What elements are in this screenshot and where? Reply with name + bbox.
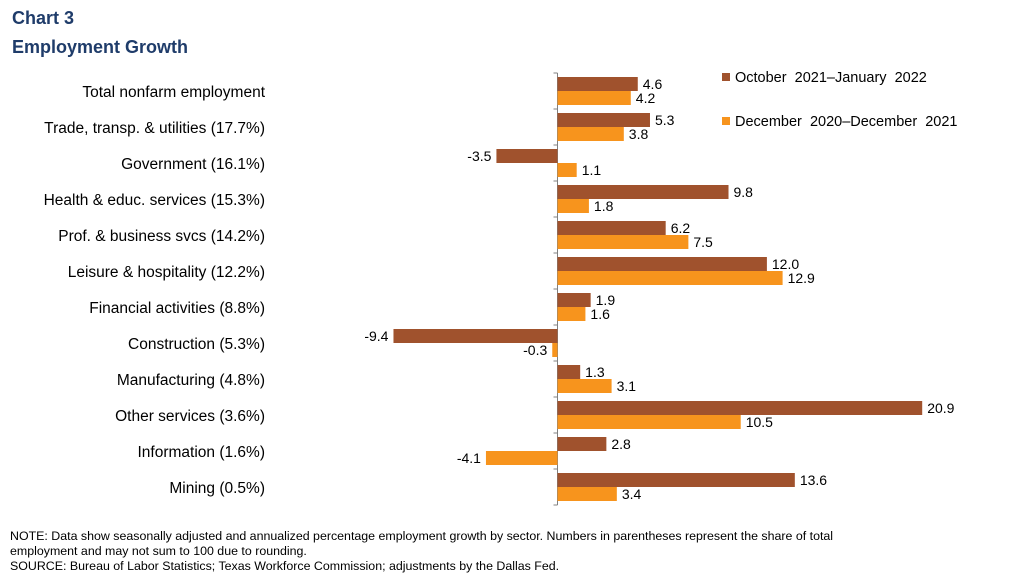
bar-series-2 bbox=[557, 307, 586, 321]
bar-series-2 bbox=[557, 271, 783, 285]
bar-series-1 bbox=[557, 365, 581, 379]
data-label-series-1: 12.0 bbox=[772, 256, 799, 272]
data-label-series-2: 3.4 bbox=[622, 486, 642, 502]
note-line-1: NOTE: Data show seasonally adjusted and … bbox=[10, 529, 834, 543]
data-label-series-2: 4.2 bbox=[636, 90, 656, 106]
data-label-series-1: 6.2 bbox=[671, 220, 691, 236]
bar-series-1 bbox=[393, 329, 558, 343]
bar-series-2 bbox=[557, 379, 612, 393]
category-label: Other services (3.6%) bbox=[115, 408, 265, 425]
bar-series-1 bbox=[557, 401, 923, 415]
data-label-series-2: 12.9 bbox=[788, 270, 815, 286]
category-label: Leisure & hospitality (12.2%) bbox=[68, 264, 265, 281]
data-label-series-1: 4.6 bbox=[643, 76, 663, 92]
bar-series-1 bbox=[557, 221, 666, 235]
data-label-series-1: 20.9 bbox=[927, 400, 954, 416]
data-label-series-2: 3.1 bbox=[617, 378, 637, 394]
bar-series-2 bbox=[557, 91, 631, 105]
data-label-series-2: 7.5 bbox=[693, 234, 713, 250]
data-label-series-1: 13.6 bbox=[800, 472, 827, 488]
bar-series-2 bbox=[557, 487, 617, 501]
category-label: Construction (5.3%) bbox=[128, 336, 265, 353]
bar-series-2 bbox=[557, 415, 741, 429]
source-line: SOURCE: Bureau of Labor Statistics; Texa… bbox=[10, 559, 560, 573]
bar-series-1 bbox=[557, 185, 729, 199]
legend-label-2: December 2020–December 2021 bbox=[735, 114, 957, 130]
category-label: Government (16.1%) bbox=[121, 156, 265, 173]
bar-series-2 bbox=[557, 127, 624, 141]
bar-series-2 bbox=[485, 451, 558, 465]
bar-series-2 bbox=[557, 199, 589, 213]
bar-series-2 bbox=[557, 235, 689, 249]
data-label-series-1: -3.5 bbox=[467, 148, 491, 164]
category-label: Mining (0.5%) bbox=[169, 480, 265, 497]
data-label-series-1: -9.4 bbox=[364, 328, 388, 344]
data-label-series-2: 3.8 bbox=[629, 126, 649, 142]
data-label-series-2: 1.1 bbox=[582, 162, 602, 178]
legend-swatch-1 bbox=[722, 73, 730, 81]
legend-swatch-2 bbox=[722, 117, 730, 125]
bar-series-1 bbox=[557, 77, 638, 91]
data-label-series-1: 5.3 bbox=[655, 112, 675, 128]
data-label-series-1: 2.8 bbox=[611, 436, 631, 452]
category-label: Trade, transp. & utilities (17.7%) bbox=[44, 120, 265, 137]
employment-growth-chart: Total nonfarm employment 4.64.2 Trade, tra… bbox=[44, 70, 957, 506]
category-label: Health & educ. services (15.3%) bbox=[44, 192, 265, 209]
bar-series-1 bbox=[557, 113, 650, 127]
bar-series-1 bbox=[557, 437, 607, 451]
chart-title: Chart 3 bbox=[12, 8, 75, 28]
data-label-series-2: 1.6 bbox=[590, 306, 610, 322]
bar-series-1 bbox=[496, 149, 558, 163]
data-label-series-2: 10.5 bbox=[746, 414, 773, 430]
category-label: Information (1.6%) bbox=[138, 444, 266, 461]
category-label: Manufacturing (4.8%) bbox=[117, 372, 265, 389]
data-label-series-1: 9.8 bbox=[734, 184, 754, 200]
data-label-series-1: 1.9 bbox=[596, 292, 616, 308]
bar-series-1 bbox=[557, 293, 591, 307]
bar-series-2 bbox=[552, 343, 558, 357]
chart-notes: NOTE: Data show seasonally adjusted and … bbox=[10, 529, 1015, 574]
data-label-series-2: 1.8 bbox=[594, 198, 614, 214]
data-label-series-1: 1.3 bbox=[585, 364, 605, 380]
category-label: Prof. & business svcs (14.2%) bbox=[58, 228, 265, 245]
category-label: Total nonfarm employment bbox=[82, 84, 265, 101]
note-line-2: employment and may not sum to 100 due to… bbox=[10, 544, 307, 558]
bar-series-1 bbox=[557, 473, 795, 487]
category-label: Financial activities (8.8%) bbox=[89, 300, 265, 317]
bar-series-1 bbox=[557, 257, 767, 271]
bar-series-2 bbox=[557, 163, 577, 177]
chart-subtitle: Employment Growth bbox=[12, 37, 189, 57]
data-label-series-2: -0.3 bbox=[523, 342, 547, 358]
data-label-series-2: -4.1 bbox=[457, 450, 481, 466]
legend-label-1: October 2021–January 2022 bbox=[735, 70, 927, 86]
